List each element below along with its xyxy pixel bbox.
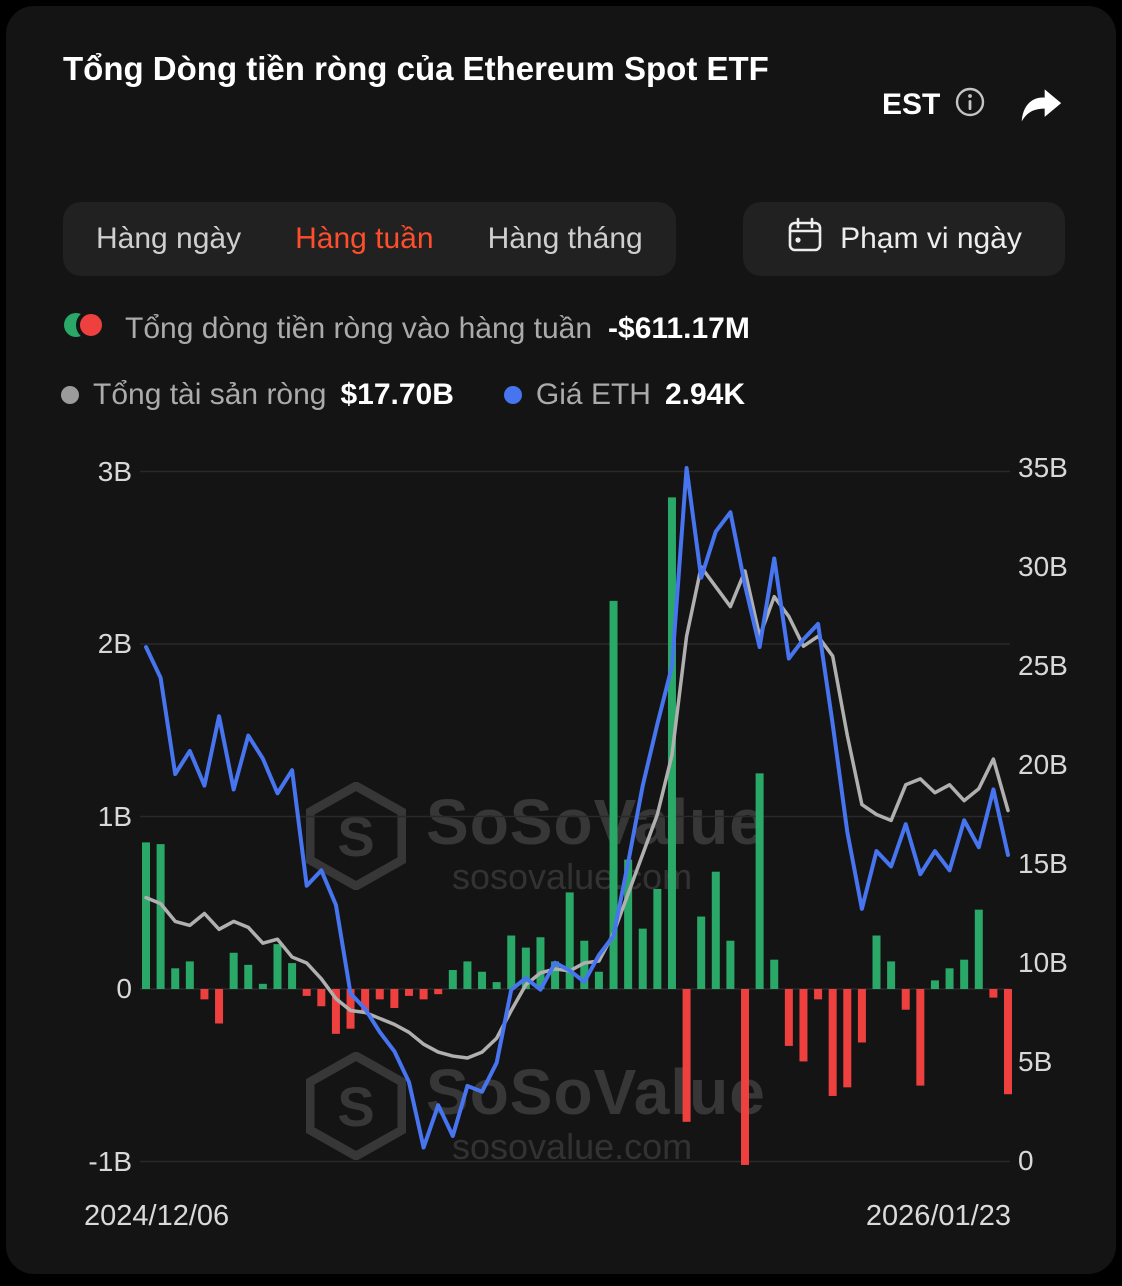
chart-canvas[interactable] bbox=[6, 6, 1122, 1286]
x-axis-start-date: 2024/12/06 bbox=[84, 1200, 229, 1233]
x-axis-end-date: 2026/01/23 bbox=[846, 1200, 1011, 1233]
chart-card: Tổng Dòng tiền ròng của Ethereum Spot ET… bbox=[6, 6, 1116, 1274]
